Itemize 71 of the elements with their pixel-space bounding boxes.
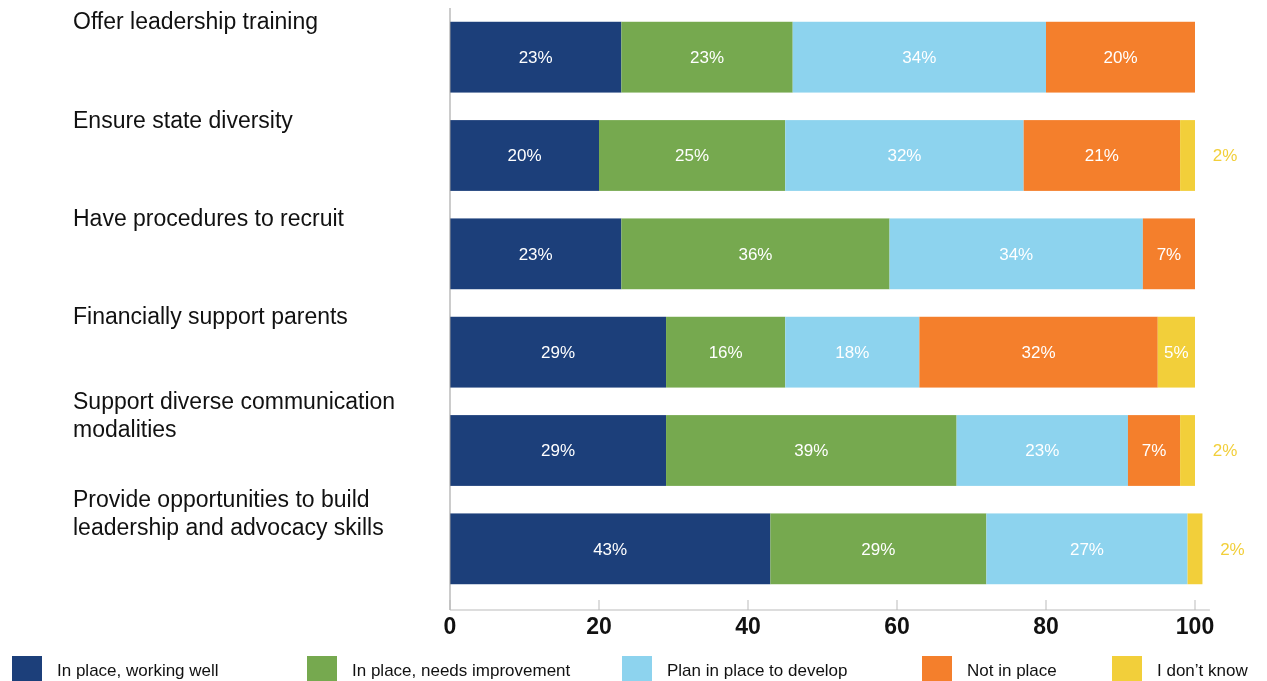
bar bbox=[770, 513, 987, 585]
x-tick-label: 80 bbox=[1033, 613, 1059, 639]
data-label: 34% bbox=[999, 244, 1034, 264]
data-label: 7% bbox=[1141, 441, 1167, 461]
data-label: 2% bbox=[1212, 441, 1238, 461]
bar bbox=[621, 218, 890, 290]
bar bbox=[956, 415, 1128, 486]
data-label: 20% bbox=[507, 146, 542, 166]
data-label: 2% bbox=[1212, 146, 1238, 166]
bar bbox=[1127, 415, 1181, 486]
data-label: 20% bbox=[1103, 48, 1138, 68]
data-label: 21% bbox=[1084, 146, 1119, 166]
x-tick-label: 0 bbox=[443, 613, 457, 639]
data-label: 32% bbox=[1021, 343, 1056, 363]
bar bbox=[785, 316, 920, 388]
bar bbox=[1046, 21, 1195, 93]
bar bbox=[1023, 120, 1181, 191]
data-label: 29% bbox=[861, 539, 896, 559]
bar bbox=[785, 120, 1024, 191]
bar bbox=[792, 21, 1046, 93]
y-tick-label: Ensure state diversity bbox=[73, 106, 294, 133]
y-tick-label: Offer leadership training bbox=[73, 8, 319, 35]
legend-label: In place, needs improvement bbox=[352, 661, 571, 680]
y-tick-label: Have procedures to recruit bbox=[73, 204, 345, 231]
legend-label: In place, working well bbox=[57, 661, 219, 680]
data-label: 36% bbox=[738, 244, 773, 264]
bar bbox=[621, 21, 793, 93]
y-tick-label: Provide opportunities to build leadership and advocacy skills bbox=[73, 485, 384, 540]
data-label: 32% bbox=[887, 146, 922, 166]
bar bbox=[919, 316, 1158, 388]
data-label: 23% bbox=[690, 48, 725, 68]
bar bbox=[666, 415, 957, 486]
x-tick-label: 20 bbox=[586, 613, 612, 639]
bar bbox=[1157, 316, 1195, 388]
legend-label: I don’t know bbox=[1157, 661, 1249, 680]
x-tick-label: 40 bbox=[735, 613, 761, 639]
data-label: 29% bbox=[541, 441, 576, 461]
bar bbox=[1142, 218, 1195, 290]
bar bbox=[986, 513, 1188, 585]
data-label: 7% bbox=[1156, 244, 1182, 264]
bar bbox=[1180, 120, 1195, 191]
data-label: 2% bbox=[1220, 539, 1245, 559]
data-label: 23% bbox=[518, 244, 553, 264]
data-label: 23% bbox=[1025, 441, 1060, 461]
bar bbox=[450, 513, 771, 585]
data-label: 25% bbox=[675, 146, 710, 166]
data-label: 27% bbox=[1069, 539, 1104, 559]
data-label: 29% bbox=[541, 343, 576, 363]
data-label: 16% bbox=[708, 343, 743, 363]
x-tick-label: 100 bbox=[1175, 613, 1215, 639]
y-tick-label: Financially support parents bbox=[73, 303, 348, 330]
legend-label: Not in place bbox=[967, 661, 1057, 680]
bar bbox=[450, 120, 599, 191]
data-label: 43% bbox=[593, 539, 628, 559]
legend-label: Plan in place to develop bbox=[667, 661, 848, 680]
bar bbox=[666, 316, 786, 388]
bar bbox=[599, 120, 786, 191]
data-label: 18% bbox=[835, 343, 870, 363]
bar bbox=[1180, 415, 1195, 486]
bar bbox=[450, 21, 622, 93]
data-label: 34% bbox=[902, 48, 937, 68]
y-tick-label: Support diverse communication modalities bbox=[73, 387, 396, 442]
data-label: 5% bbox=[1164, 343, 1189, 363]
x-tick-label: 60 bbox=[884, 613, 910, 639]
bar bbox=[450, 415, 667, 486]
bar bbox=[1187, 513, 1203, 585]
data-label: 39% bbox=[794, 441, 829, 461]
bar bbox=[450, 218, 622, 290]
data-label: 23% bbox=[518, 48, 553, 68]
bar bbox=[889, 218, 1143, 290]
bar bbox=[450, 316, 667, 388]
